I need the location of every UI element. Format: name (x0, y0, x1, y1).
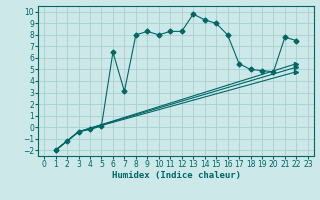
X-axis label: Humidex (Indice chaleur): Humidex (Indice chaleur) (111, 171, 241, 180)
